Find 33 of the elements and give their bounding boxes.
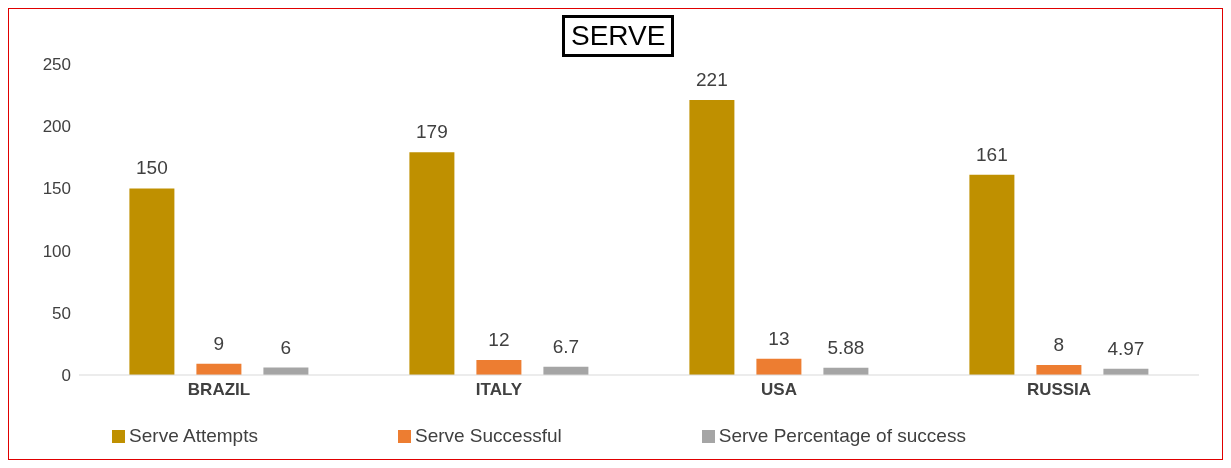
legend-label: Serve Successful: [414, 425, 562, 446]
y-tick-label: 0: [61, 366, 71, 386]
data-label: 5.88: [827, 336, 865, 358]
y-tick-label: 50: [52, 303, 71, 323]
data-label: 179: [416, 121, 448, 143]
data-label: 13: [768, 327, 790, 349]
data-label: 12: [488, 329, 510, 351]
y-tick-label: 200: [42, 117, 71, 137]
x-tick-label: USA: [761, 380, 797, 400]
bar: [969, 174, 1015, 375]
bar: [756, 358, 802, 375]
y-tick-label: 250: [42, 55, 71, 75]
bar: [689, 100, 735, 375]
data-label: 9: [213, 332, 225, 354]
data-label: 6: [280, 336, 292, 358]
data-label: 8: [1053, 334, 1065, 356]
y-tick-label: 150: [42, 179, 71, 199]
x-tick-label: BRAZIL: [187, 380, 251, 400]
data-label: 6.7: [552, 335, 580, 357]
x-tick-label: ITALY: [475, 380, 523, 400]
x-tick-label: RUSSIA: [1026, 380, 1092, 400]
data-label: 161: [976, 143, 1008, 165]
data-label: 221: [696, 69, 728, 91]
bar: [1036, 365, 1082, 375]
y-tick-label: 100: [42, 241, 71, 261]
bar: [129, 188, 175, 375]
data-label: 4.97: [1107, 337, 1145, 359]
data-label: 150: [136, 157, 168, 179]
chart-title: SERVE: [562, 15, 675, 57]
bar: [409, 152, 455, 375]
bar: [476, 360, 522, 375]
legend-label: Serve Percentage of success: [718, 425, 966, 446]
legend-label: Serve Attempts: [129, 425, 258, 446]
